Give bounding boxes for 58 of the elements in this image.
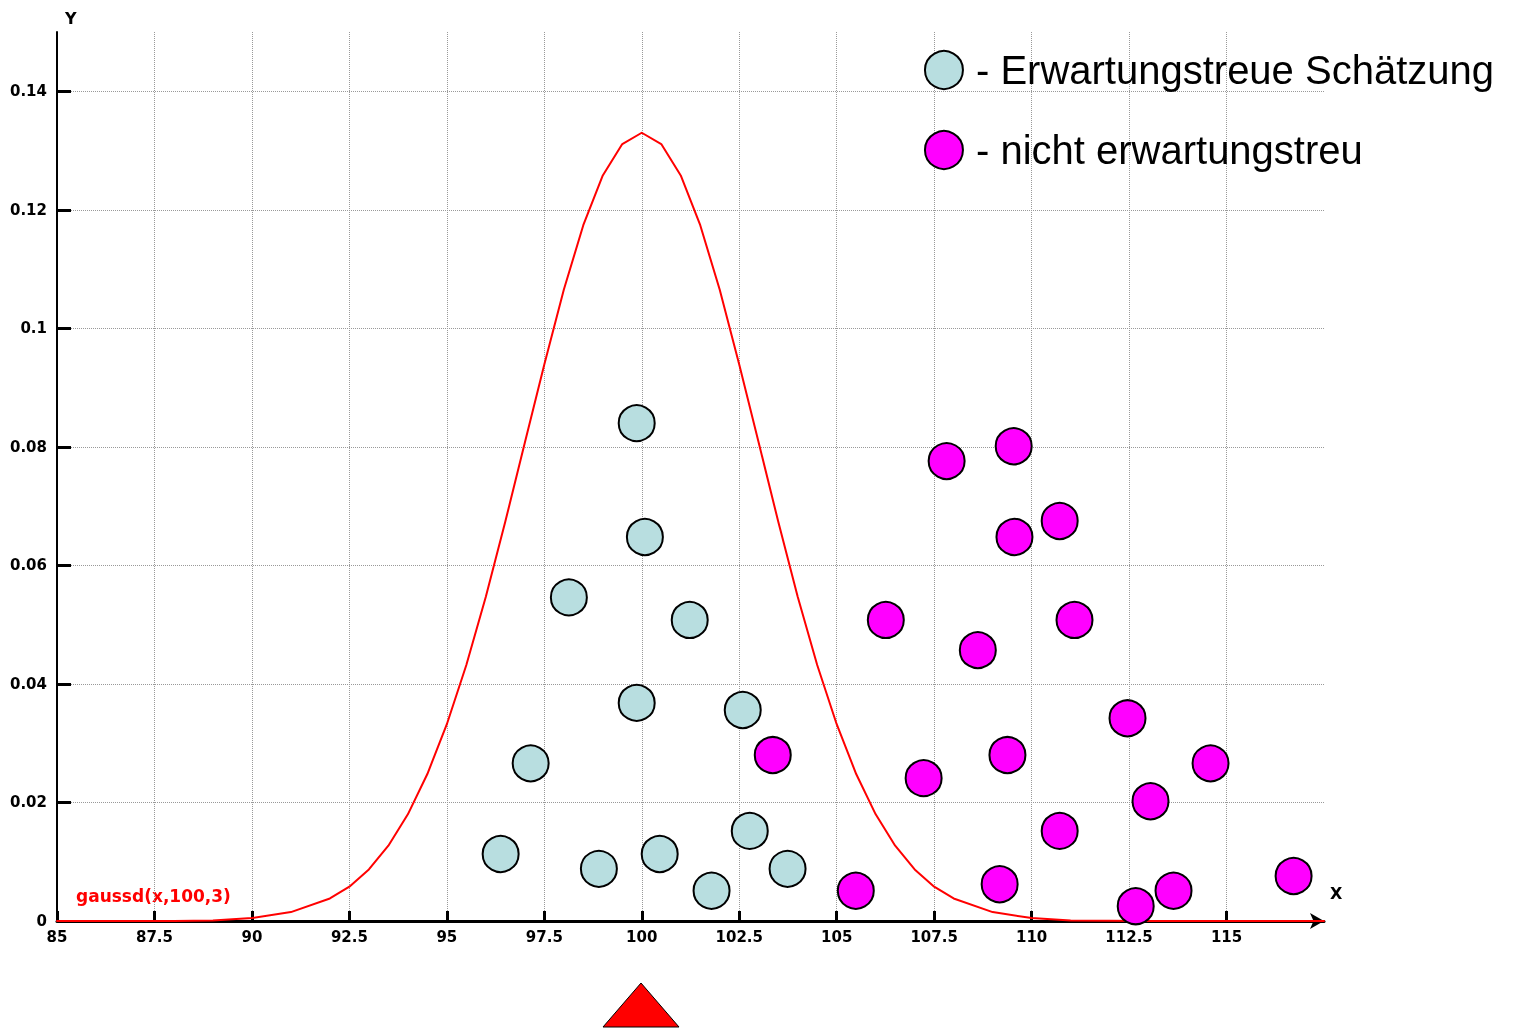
x-tick-label: 97.5 xyxy=(525,927,563,946)
legend-label: - nicht erwartungstreu xyxy=(975,128,1363,172)
y-tick-label: 0.06 xyxy=(9,556,47,575)
x-tick-label: 112.5 xyxy=(1105,927,1153,946)
point xyxy=(768,849,807,888)
point xyxy=(1108,699,1147,738)
point xyxy=(670,600,709,639)
point xyxy=(1131,782,1170,821)
x-tick-label: 100 xyxy=(626,927,658,946)
point xyxy=(1040,501,1079,540)
x-tick-label: 87.5 xyxy=(135,927,173,946)
y-tick-label: 0.08 xyxy=(9,437,47,456)
y-tick-label: 0 xyxy=(36,912,47,930)
point xyxy=(994,427,1033,466)
x-tick-label: 115 xyxy=(1210,927,1243,946)
point xyxy=(988,736,1027,775)
y-axis-title: Y xyxy=(64,8,77,28)
x-tick-label: 92.5 xyxy=(330,927,368,946)
point xyxy=(511,744,550,783)
x-tick-label: 90 xyxy=(241,927,263,946)
y-tick-label: 0.1 xyxy=(20,319,47,338)
point xyxy=(723,691,762,729)
point xyxy=(958,631,997,670)
point xyxy=(1116,887,1155,926)
point xyxy=(481,835,520,874)
y-tick-label: 0.12 xyxy=(9,200,47,219)
x-tick-label: 105 xyxy=(821,927,853,946)
point xyxy=(866,600,905,639)
point xyxy=(625,517,664,556)
point xyxy=(753,736,792,775)
y-tick-label: 0.02 xyxy=(9,793,47,812)
x-axis-title: X xyxy=(1330,883,1343,903)
point xyxy=(549,578,588,617)
point xyxy=(640,835,679,874)
annotation: gaussd(x,100,3) xyxy=(76,885,231,906)
point xyxy=(980,865,1019,904)
y-tick-label: 0.04 xyxy=(9,674,47,693)
point xyxy=(995,517,1034,556)
point xyxy=(1055,600,1094,639)
point xyxy=(1154,871,1193,910)
y-tick-label: 0.14 xyxy=(9,82,47,101)
point xyxy=(579,849,618,888)
x-tick-label: 95 xyxy=(436,927,458,946)
x-tick-label: 107.5 xyxy=(910,927,958,946)
point xyxy=(927,442,966,481)
x-tick-label: 85 xyxy=(46,927,68,946)
point xyxy=(692,871,731,910)
point xyxy=(1040,811,1079,850)
point xyxy=(1274,856,1313,895)
point xyxy=(617,683,656,722)
x-tick-label: 102.5 xyxy=(715,927,763,946)
x-tick-label: 110 xyxy=(1015,927,1048,946)
legend-label: - Erwartungstreue Schätzung xyxy=(975,48,1494,92)
point xyxy=(1191,744,1230,783)
point xyxy=(904,759,943,798)
point xyxy=(836,871,875,910)
point xyxy=(617,404,656,443)
point xyxy=(730,811,769,850)
